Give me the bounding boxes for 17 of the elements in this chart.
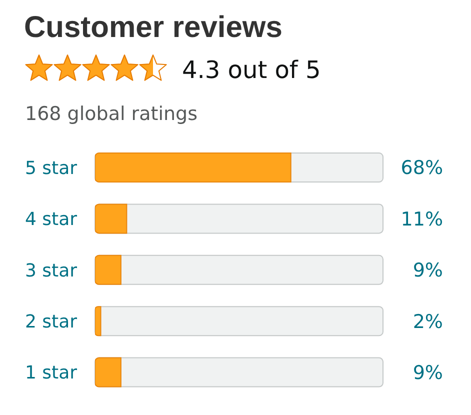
y-tick-label: 1 star [25,362,78,384]
data-label: 9% [412,362,443,384]
chart-subtitle: 4.3 out of 5 [182,56,321,84]
bar [95,357,122,388]
data-label: 68% [400,157,443,180]
text: 168 global ratings [25,103,198,125]
y-tick-label: 3 star [25,260,78,282]
data-label: 2% [412,310,443,333]
y-tick-label: 2 star [25,312,78,332]
bar [95,306,102,336]
bar [95,254,122,285]
bar [95,204,128,234]
chart-title: Customer reviews [24,11,282,44]
data-label: 9% [412,260,443,282]
data-label: 11% [400,208,443,230]
y-tick-label: 5 star [25,158,78,179]
y-tick-label: 4 star [25,209,78,230]
